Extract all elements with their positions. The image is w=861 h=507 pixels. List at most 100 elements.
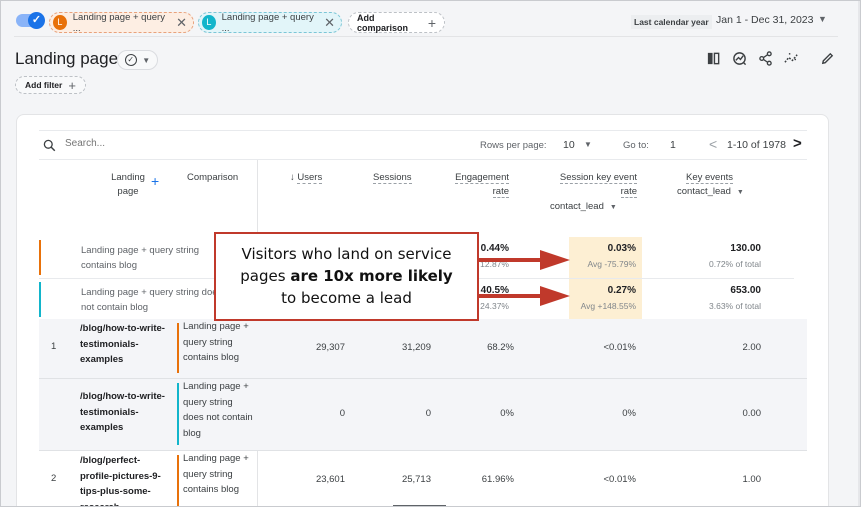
column-header-key-events[interactable]: Key events: [667, 171, 752, 185]
rows-per-page-label: Rows per page:: [480, 140, 547, 151]
date-range-picker[interactable]: Jan 1 - Dec 31, 2023: [716, 14, 814, 26]
skr-total: 0.27%: [607, 285, 636, 296]
engagement-rate-cell: 61.96%: [481, 474, 514, 485]
highlight-cell: 0.03% Avg -75.79%: [569, 237, 642, 278]
users-cell: 23,601: [315, 474, 345, 485]
chevron-right-icon[interactable]: >: [793, 135, 802, 152]
goto-label: Go to:: [623, 140, 649, 151]
comparison-badge: L: [53, 15, 67, 30]
series-color-bar: [177, 383, 179, 445]
column-header-users[interactable]: ↓ Users: [290, 171, 323, 185]
share-icon[interactable]: [752, 49, 778, 67]
table-row[interactable]: /blog/how-to-write-testimonials-examples…: [39, 379, 807, 451]
comparison-label: Landing page + query ...: [72, 11, 165, 34]
row-index: 2: [51, 473, 57, 484]
table-row[interactable]: 1 /blog/how-to-write-testimonials-exampl…: [39, 319, 807, 379]
skr-event-label: contact_lead: [550, 201, 604, 212]
sessions-cell: 0: [425, 408, 431, 419]
comparison-badge: L: [202, 15, 216, 30]
comparison-chip-1[interactable]: L Landing page + query ... ✕: [49, 11, 194, 34]
engagement-rate-sub: 12.87%: [480, 259, 509, 269]
comparison-cell: Landing page + query string contains blo…: [183, 453, 249, 495]
comparison-label: Landing page + query ...: [221, 11, 314, 34]
column-header-landing-page[interactable]: Landing page: [111, 172, 145, 197]
insights-icon[interactable]: [726, 49, 752, 67]
rows-per-page-select[interactable]: 10: [563, 139, 575, 151]
plus-icon: +: [68, 77, 76, 93]
ke-event-select[interactable]: contact_lead ▼: [677, 186, 744, 197]
users-cell: 0: [339, 408, 345, 419]
skr-total: 0.03%: [607, 243, 636, 254]
column-header-engagement-rate[interactable]: Engagement rate: [435, 171, 509, 199]
highlight-cell: 0.27% Avg +148.55%: [569, 279, 642, 320]
search-icon: [43, 139, 56, 152]
goto-page-input[interactable]: 1: [670, 139, 676, 151]
comparison-cell: Landing page + query string contains blo…: [183, 321, 249, 363]
table-controls: Rows per page: 10 ▼ Go to: 1 < 1-10 of 1…: [39, 130, 807, 160]
skr-avg: Avg +148.55%: [580, 301, 636, 311]
add-dimension-icon[interactable]: +: [151, 173, 160, 189]
key-events-cell: 2.00: [742, 342, 762, 353]
series-color-bar: [177, 455, 179, 507]
row-index: 1: [51, 341, 57, 352]
chevron-down-icon: ▼: [736, 189, 744, 196]
key-events-share: 3.63% of total: [709, 301, 761, 311]
chevron-down-icon[interactable]: ▼: [584, 140, 592, 149]
comparison-bar: ✓ L Landing page + query ... ✕ L Landing…: [0, 0, 861, 38]
add-comparison-button[interactable]: Add comparison +: [348, 12, 445, 33]
window-edge: [858, 0, 861, 507]
summary-label: Landing page + query string does not con…: [81, 287, 223, 313]
summary-row: Landing page + query string contains blo…: [39, 237, 794, 279]
add-filter-label: Add filter: [25, 80, 63, 90]
page-range: 1-10 of 1978: [727, 139, 786, 151]
date-preset-label[interactable]: Last calendar year: [631, 15, 712, 29]
report-status-dropdown[interactable]: ✓ ▼: [117, 50, 158, 70]
key-events-total: 130.00: [730, 243, 761, 254]
callout-line-2: pages are 10x more likely: [216, 265, 477, 287]
chevron-down-icon: ▼: [142, 55, 151, 65]
add-comparison-label: Add comparison: [357, 12, 409, 33]
chevron-down-icon[interactable]: ▼: [818, 14, 827, 24]
sort-down-icon: ↓: [290, 172, 295, 183]
engagement-rate-cell: 68.2%: [487, 342, 514, 353]
compare-icon[interactable]: [700, 49, 726, 67]
skr-cell: <0.01%: [603, 474, 637, 485]
chevron-left-icon[interactable]: <: [709, 136, 718, 152]
add-filter-button[interactable]: Add filter +: [15, 76, 86, 94]
comparison-chip-2[interactable]: L Landing page + query ... ✕: [198, 11, 342, 34]
callout-emphasis: are 10x more likely: [290, 267, 453, 285]
column-header-sessions[interactable]: Sessions: [373, 171, 412, 185]
summary-row: Landing page + query string does not con…: [39, 279, 794, 321]
series-color-bar: [39, 240, 41, 275]
key-events-cell: 1.00: [742, 474, 762, 485]
annotation-callout: Visitors who land on service pages are 1…: [214, 232, 479, 321]
sessions-cell: 25,713: [401, 474, 431, 485]
skr-cell: 0%: [622, 408, 636, 419]
skr-avg: Avg -75.79%: [587, 259, 636, 269]
table-row[interactable]: 2 /blog/perfect-profile-pictures-9-tips-…: [39, 451, 807, 507]
engagement-rate-total: 40.5%: [480, 285, 509, 296]
comparison-toggle[interactable]: ✓: [16, 12, 45, 29]
close-icon[interactable]: ✕: [324, 14, 335, 30]
column-header-comparison: Comparison: [187, 172, 239, 183]
sessions-header-label: Sessions: [373, 172, 412, 184]
series-color-bar: [177, 323, 179, 373]
key-events-total: 653.00: [730, 285, 761, 296]
engagement-header-line2: rate: [492, 186, 509, 198]
skr-event-select[interactable]: contact_lead ▼: [550, 201, 617, 212]
search-input[interactable]: [65, 138, 245, 149]
users-header-label: Users: [297, 172, 323, 184]
skr-header-line2: rate: [620, 186, 637, 198]
column-header-session-key-event-rate[interactable]: Session key event rate: [537, 171, 637, 199]
close-icon[interactable]: ✕: [176, 14, 187, 30]
key-events-share: 0.72% of total: [709, 259, 761, 269]
check-circle-icon: ✓: [124, 54, 137, 66]
page-title: Landing page: [15, 49, 119, 68]
plus-icon: +: [427, 14, 436, 31]
callout-line-2-pre: pages: [240, 267, 291, 285]
users-cell: 29,307: [315, 342, 345, 353]
trend-icon[interactable]: [778, 49, 804, 67]
callout-line-1: Visitors who land on service: [241, 245, 452, 263]
ke-header-label: Key events: [686, 172, 733, 184]
edit-icon[interactable]: [814, 49, 840, 67]
